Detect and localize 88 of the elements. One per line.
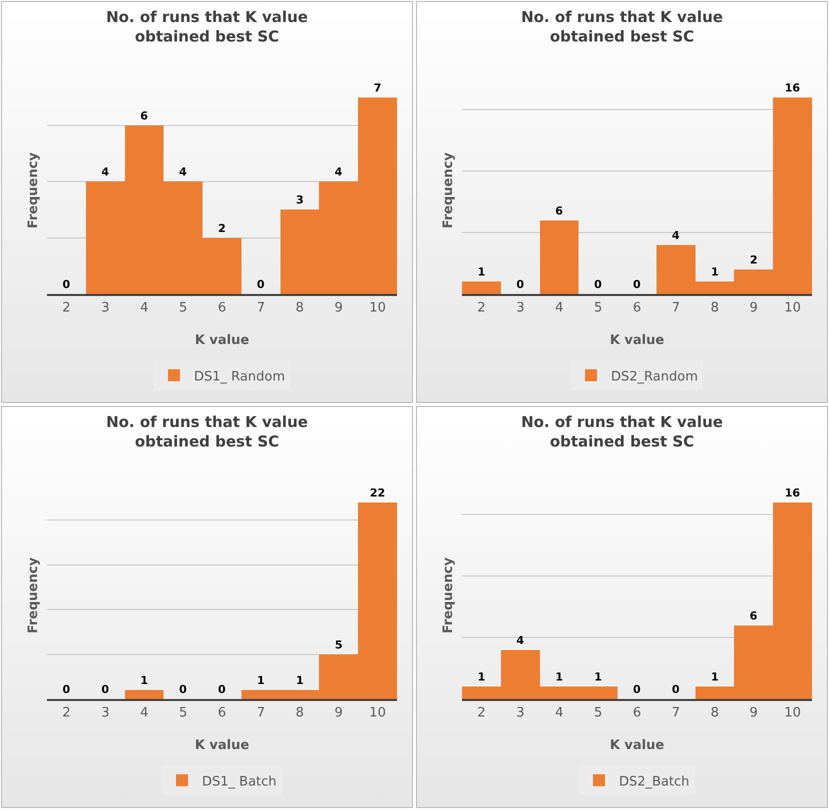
x-tick-label: 6 [632,300,642,316]
data-label: 1 [710,266,719,279]
data-label: 4 [101,166,110,179]
data-label: 1 [478,670,486,684]
data-label: 2 [218,222,226,235]
x-tick-label: 2 [62,300,71,316]
x-tick-label: 4 [555,706,564,721]
data-label: 0 [516,278,524,291]
data-label: 16 [784,486,800,500]
data-label: 4 [179,166,188,179]
x-tick-label: 3 [516,300,524,316]
x-tick-label: 8 [296,706,304,721]
x-tick-label: 7 [256,300,266,316]
data-label: 1 [257,674,265,688]
y-axis-title: Frequency [440,152,456,229]
x-tick-label: 2 [477,300,486,316]
data-label: 0 [594,278,602,291]
x-tick-label: 3 [516,706,524,721]
data-label: 22 [370,486,386,500]
x-tick-label: 3 [101,300,110,316]
x-tick-label: 6 [218,300,226,316]
chart-title: No. of runs that K value obtained best SC [106,413,308,450]
x-tick-label: 6 [218,706,226,721]
x-tick-label: 5 [178,300,188,316]
data-label: 4 [334,166,343,179]
data-label: 4 [672,228,680,242]
data-label: 3 [296,194,304,207]
legend-label: DS2_Random [611,369,698,384]
data-label: 0 [101,683,110,696]
data-label: 2 [750,253,758,266]
data-label: 1 [710,670,719,684]
x-tick-label: 8 [296,300,304,316]
data-label: 16 [784,81,800,94]
x-tick-label: 10 [369,706,386,721]
legend-label: DS2_Batch [619,774,690,790]
x-tick-label: 6 [632,706,642,721]
x-tick-label: 10 [784,300,801,316]
chart-title: No. of runs that K value obtained best SC [521,413,723,450]
x-tick-label: 10 [369,300,386,316]
y-axis-title: Frequency [440,556,456,634]
x-tick-label: 7 [672,706,680,721]
x-tick-label: 4 [140,300,148,316]
data-label: 0 [672,683,680,696]
x-axis-title: K value [194,333,250,348]
x-tick-label: 9 [334,300,343,316]
data-label: 0 [218,683,226,696]
data-label: 0 [633,683,641,696]
data-label: 0 [179,683,188,696]
x-tick-label: 5 [594,300,602,316]
x-axis-title: K value [610,738,664,753]
data-label: 6 [140,109,148,122]
x-tick-label: 10 [784,706,801,721]
data-label: 1 [555,670,564,684]
y-axis-title: Frequency [26,152,41,229]
data-label: 0 [62,278,70,291]
data-label: 7 [374,81,382,94]
x-tick-label: 4 [140,706,148,721]
x-tick-label: 3 [101,706,110,721]
legend-label: DS1_ Batch [202,774,277,790]
data-label: 6 [750,609,758,622]
x-tick-label: 5 [594,706,602,721]
legend-label: DS1_ Random [194,369,285,384]
data-label: 1 [594,670,602,684]
data-label: 0 [256,278,265,291]
x-tick-label: 9 [334,706,343,721]
x-tick-label: 4 [555,300,564,316]
data-label: 5 [334,638,342,652]
x-tick-label: 8 [710,706,719,721]
x-tick-label: 9 [750,300,758,316]
x-tick-label: 8 [710,300,719,316]
x-tick-label: 7 [672,300,680,316]
chart-title: No. of runs that K value obtained best SC [521,8,723,46]
chart-title: No. of runs that K value obtained best SC [106,8,308,46]
x-axis-title: K value [610,333,664,348]
x-tick-label: 9 [750,706,758,721]
data-label: 0 [633,278,641,291]
data-label: 1 [478,266,486,279]
x-tick-label: 2 [477,706,486,721]
data-label: 6 [555,204,564,218]
x-tick-label: 5 [178,706,188,721]
x-tick-label: 2 [62,706,71,721]
data-label: 0 [62,683,70,696]
data-label: 1 [296,674,304,688]
data-label: 4 [516,634,524,647]
x-axis-title: K value [194,738,250,753]
data-label: 1 [140,674,148,688]
x-tick-label: 7 [256,706,266,721]
y-axis-title: Frequency [26,556,41,634]
